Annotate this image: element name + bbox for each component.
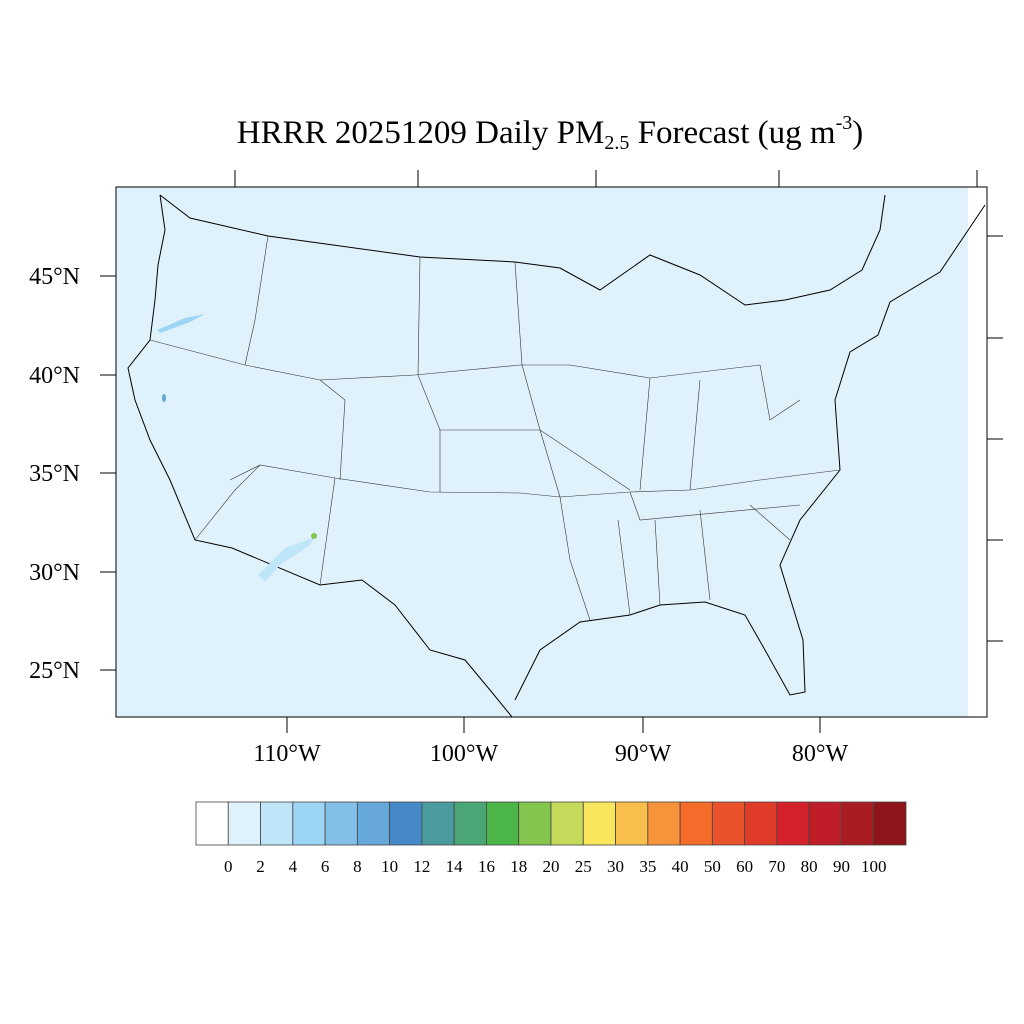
plume-oregon xyxy=(157,314,205,333)
colorbar-label: 20 xyxy=(543,857,560,876)
colorbar-swatch xyxy=(679,801,713,846)
colorbar-swatch xyxy=(356,801,391,846)
lon-label: 110°W xyxy=(253,741,321,767)
axis-ticks xyxy=(100,170,1003,733)
colorbar-label: 0 xyxy=(224,857,233,876)
colorbar-label: 40 xyxy=(672,857,689,876)
colorbar-swatch xyxy=(195,801,229,846)
colorbar-swatch xyxy=(260,801,294,846)
colorbar-swatch xyxy=(227,801,261,846)
colorbar-label: 90 xyxy=(833,857,850,876)
lon-label: 100°W xyxy=(430,741,499,767)
plume-hotspot xyxy=(311,533,317,539)
pm25-plumes xyxy=(157,314,317,582)
colorbar-swatch xyxy=(711,801,746,846)
colorbar-swatch xyxy=(808,801,842,846)
colorbar-swatch xyxy=(615,801,649,846)
coastline-border xyxy=(127,194,986,718)
chart-title: HRRR 20251209 Daily PM2.5 Forecast (ug m… xyxy=(236,112,864,154)
colorbar-label: 60 xyxy=(736,857,753,876)
colorbar-swatch xyxy=(389,801,423,846)
colorbar-label: 30 xyxy=(607,857,624,876)
colorbar: 0 2 4 6 8 10 12 14 16 18 20 25 30 35 40 50 60 70 80 90 100 xyxy=(195,801,907,876)
lon-label: 80°W xyxy=(792,741,849,767)
lat-label: 25°N xyxy=(29,658,80,684)
lon-label: 90°W xyxy=(615,741,672,767)
lat-label: 30°N xyxy=(29,560,80,586)
colorbar-label: 50 xyxy=(704,857,721,876)
colorbar-swatch xyxy=(292,801,326,846)
colorbar-swatch xyxy=(647,801,681,846)
colorbar-label: 12 xyxy=(413,857,430,876)
colorbar-label: 4 xyxy=(289,857,298,876)
colorbar-swatch xyxy=(453,801,487,846)
colorbar-swatch xyxy=(550,801,584,846)
colorbar-swatch xyxy=(421,801,455,846)
colorbar-swatch xyxy=(776,801,810,846)
plume-arizona xyxy=(258,537,315,582)
colorbar-label: 16 xyxy=(478,857,495,876)
colorbar-label: 80 xyxy=(801,857,818,876)
map-background xyxy=(116,187,987,717)
plume-california xyxy=(162,394,166,402)
lat-label: 45°N xyxy=(29,264,80,290)
lat-label: 35°N xyxy=(29,461,80,487)
map-frame xyxy=(115,186,988,718)
colorbar-label: 2 xyxy=(256,857,265,876)
colorbar-label: 10 xyxy=(381,857,398,876)
colorbar-label: 18 xyxy=(510,857,527,876)
state-borders xyxy=(149,235,841,621)
colorbar-swatch xyxy=(744,801,778,846)
colorbar-swatch xyxy=(873,801,907,846)
colorbar-label: 35 xyxy=(639,857,656,876)
colorbar-swatch xyxy=(324,801,358,846)
colorbar-swatch xyxy=(518,801,552,846)
no-data-strip xyxy=(968,187,987,717)
colorbar-label: 70 xyxy=(768,857,785,876)
colorbar-label: 25 xyxy=(575,857,592,876)
colorbar-swatch xyxy=(582,801,616,846)
lat-label: 40°N xyxy=(29,363,80,389)
colorbar-label: 14 xyxy=(446,857,464,876)
colorbar-swatch xyxy=(486,801,520,846)
colorbar-label: 100 xyxy=(861,857,887,876)
colorbar-label: 8 xyxy=(353,857,362,876)
colorbar-swatch xyxy=(841,801,875,846)
colorbar-label: 6 xyxy=(321,857,330,876)
